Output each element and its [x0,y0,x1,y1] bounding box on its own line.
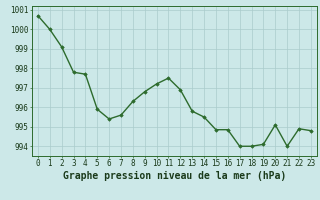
X-axis label: Graphe pression niveau de la mer (hPa): Graphe pression niveau de la mer (hPa) [63,171,286,181]
